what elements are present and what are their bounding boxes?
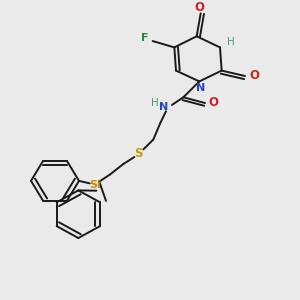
- Text: F: F: [141, 33, 149, 43]
- Text: Si: Si: [89, 180, 101, 190]
- Text: O: O: [249, 69, 259, 82]
- Text: S: S: [134, 147, 142, 160]
- Text: N: N: [159, 102, 168, 112]
- Text: H: H: [151, 98, 159, 108]
- Text: O: O: [208, 96, 218, 109]
- Text: O: O: [194, 1, 204, 13]
- Text: N: N: [196, 83, 205, 93]
- Text: H: H: [227, 37, 235, 47]
